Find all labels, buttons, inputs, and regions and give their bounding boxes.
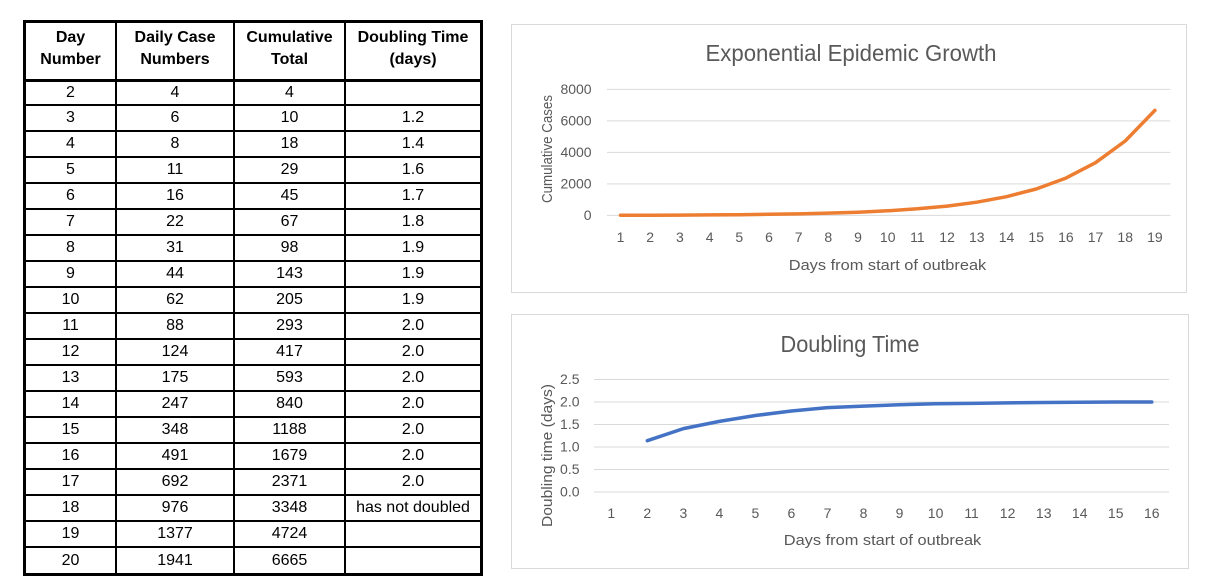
svg-text:13: 13 xyxy=(969,229,985,245)
svg-text:2000: 2000 xyxy=(560,175,591,191)
svg-text:12: 12 xyxy=(1000,505,1016,521)
svg-text:6000: 6000 xyxy=(560,112,591,128)
svg-text:2: 2 xyxy=(646,229,654,245)
svg-text:Days from start of outbreak: Days from start of outbreak xyxy=(784,533,982,549)
svg-text:4000: 4000 xyxy=(560,144,591,160)
svg-text:1.5: 1.5 xyxy=(560,416,580,432)
svg-text:5: 5 xyxy=(752,505,760,521)
svg-text:Exponential Epidemic Growth: Exponential Epidemic Growth xyxy=(706,40,997,66)
svg-text:1: 1 xyxy=(607,505,615,521)
svg-text:3: 3 xyxy=(680,505,688,521)
svg-text:2: 2 xyxy=(643,505,651,521)
svg-text:0.0: 0.0 xyxy=(560,484,580,500)
svg-text:Doubling Time: Doubling Time xyxy=(781,331,920,357)
svg-text:14: 14 xyxy=(1072,505,1088,521)
svg-text:0: 0 xyxy=(584,207,592,223)
svg-text:10: 10 xyxy=(928,505,944,521)
svg-text:2.0: 2.0 xyxy=(560,394,580,410)
svg-text:7: 7 xyxy=(795,229,803,245)
svg-text:16: 16 xyxy=(1058,229,1074,245)
svg-text:14: 14 xyxy=(999,229,1015,245)
svg-text:0.5: 0.5 xyxy=(560,461,580,477)
svg-text:1.0: 1.0 xyxy=(560,439,580,455)
svg-text:11: 11 xyxy=(910,229,925,245)
svg-text:12: 12 xyxy=(939,229,955,245)
svg-text:16: 16 xyxy=(1144,505,1160,521)
svg-text:18: 18 xyxy=(1117,229,1133,245)
svg-text:19: 19 xyxy=(1147,229,1163,245)
svg-text:9: 9 xyxy=(854,229,862,245)
svg-text:5: 5 xyxy=(735,229,743,245)
svg-text:4: 4 xyxy=(706,229,714,245)
svg-text:1: 1 xyxy=(617,229,625,245)
svg-text:8: 8 xyxy=(860,505,868,521)
svg-text:2.5: 2.5 xyxy=(560,371,580,387)
svg-text:17: 17 xyxy=(1088,229,1104,245)
svg-text:Doubling time (days): Doubling time (days) xyxy=(540,384,556,527)
svg-text:3: 3 xyxy=(676,229,684,245)
svg-text:6: 6 xyxy=(765,229,773,245)
svg-text:7: 7 xyxy=(824,505,832,521)
svg-text:6: 6 xyxy=(788,505,796,521)
svg-text:9: 9 xyxy=(896,505,904,521)
svg-text:10: 10 xyxy=(880,229,896,245)
svg-text:11: 11 xyxy=(964,505,979,521)
svg-text:15: 15 xyxy=(1108,505,1124,521)
svg-text:Days from start of outbreak: Days from start of outbreak xyxy=(789,258,987,274)
svg-text:13: 13 xyxy=(1036,505,1052,521)
svg-text:Cumulative Cases: Cumulative Cases xyxy=(540,95,556,203)
svg-text:8000: 8000 xyxy=(560,81,591,97)
svg-text:4: 4 xyxy=(716,505,724,521)
svg-text:8: 8 xyxy=(824,229,832,245)
svg-text:15: 15 xyxy=(1028,229,1044,245)
